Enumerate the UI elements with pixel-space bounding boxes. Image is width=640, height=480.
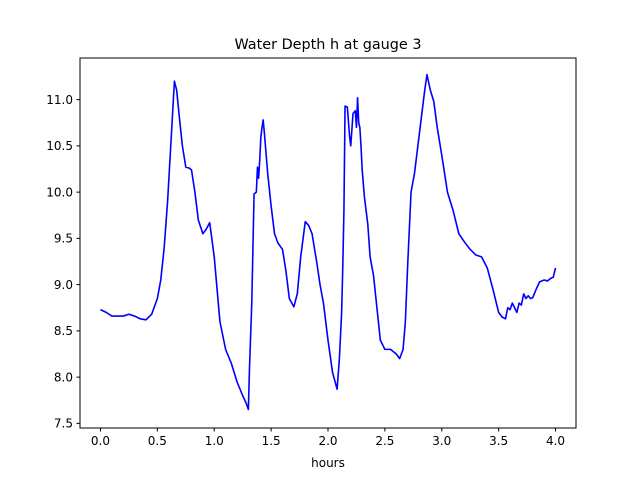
y-tick-label: 8.0 <box>54 370 73 384</box>
y-tick-label: 11.0 <box>46 93 73 107</box>
x-tick-label: 1.0 <box>205 434 224 448</box>
y-tick-label: 9.0 <box>54 278 73 292</box>
x-axis: 0.0 0.5 1.0 1.5 2.0 2.5 3.0 3.5 4.0 <box>91 428 565 448</box>
y-tick-label: 10.5 <box>46 139 73 153</box>
x-tick-label: 3.0 <box>432 434 451 448</box>
x-tick-label: 2.5 <box>375 434 394 448</box>
y-axis: 7.5 8.0 8.5 9.0 9.5 10.0 10.5 11.0 <box>46 93 80 431</box>
x-axis-label: hours <box>311 456 345 470</box>
chart-title: Water Depth h at gauge 3 <box>234 37 421 53</box>
plot-area <box>80 58 576 428</box>
series-layer <box>100 73 557 411</box>
x-tick-label: 1.5 <box>262 434 281 448</box>
x-tick-label: 2.0 <box>318 434 337 448</box>
x-tick-label: 0.5 <box>148 434 167 448</box>
y-tick-label: 10.0 <box>46 185 73 199</box>
x-tick-label: 4.0 <box>546 434 565 448</box>
series-line <box>100 73 557 411</box>
y-tick-label: 7.5 <box>54 417 73 431</box>
x-tick-label: 3.5 <box>489 434 508 448</box>
x-tick-label: 0.0 <box>91 434 110 448</box>
y-tick-label: 9.5 <box>54 232 73 246</box>
y-tick-label: 8.5 <box>54 324 73 338</box>
